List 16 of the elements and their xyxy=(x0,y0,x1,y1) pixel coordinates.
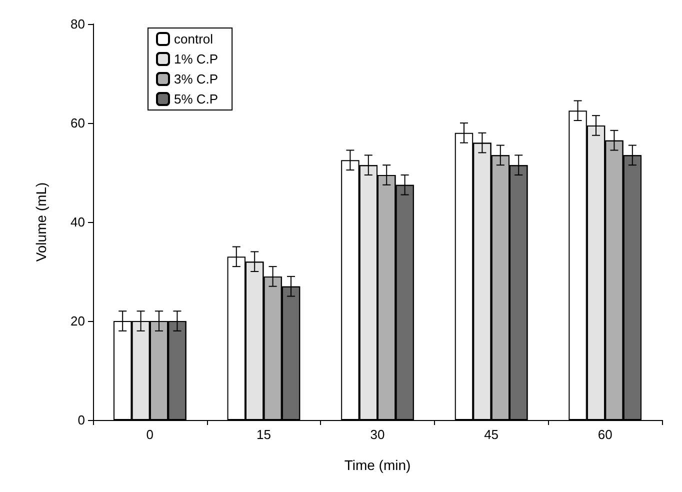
y-tick-label: 40 xyxy=(70,214,85,230)
y-tick-label: 20 xyxy=(70,314,85,328)
y-tick-label: 60 xyxy=(70,116,85,130)
x-axis-title: Time (min) xyxy=(344,457,411,473)
x-tick-label: 45 xyxy=(484,427,499,442)
x-tick-label: 60 xyxy=(598,427,612,442)
x-tick-label: 30 xyxy=(370,427,385,442)
y-tick-label: 80 xyxy=(70,16,85,32)
y-tick-label: 0 xyxy=(78,412,85,428)
legend-label: control xyxy=(174,32,214,46)
legend-label: 5% C.P xyxy=(174,92,218,106)
y-axis-title: Volume (mL) xyxy=(33,182,49,262)
legend-label: 1% C.P xyxy=(174,52,218,66)
x-tick-label: 15 xyxy=(256,427,271,442)
legend-label: 3% C.P xyxy=(174,72,218,86)
x-tick-label: 0 xyxy=(146,427,154,442)
